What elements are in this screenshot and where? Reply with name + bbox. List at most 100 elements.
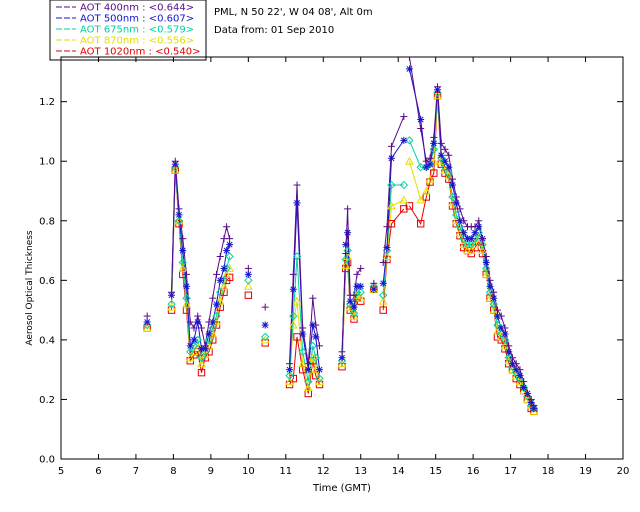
data-point-aot-500nm	[422, 163, 430, 171]
data-point-aot-400nm	[445, 151, 453, 159]
data-point-aot-400nm	[493, 306, 501, 314]
data-point-aot-870nm	[349, 311, 359, 320]
data-point-aot-870nm	[170, 165, 180, 174]
data-point-aot-870nm	[341, 260, 351, 269]
data-point-aot-500nm	[445, 163, 453, 171]
data-point-aot-400nm	[479, 235, 486, 243]
data-point-aot-400nm	[194, 312, 202, 320]
series-markers	[142, 57, 539, 416]
data-point-aot-400nm	[312, 321, 320, 329]
series-line-1	[382, 140, 405, 284]
data-point-aot-870nm	[433, 91, 442, 100]
data-point-aot-870nm	[185, 353, 195, 362]
data-point-aot-400nm	[434, 83, 442, 91]
data-point-aot-870nm	[466, 246, 476, 255]
data-point-aot-400nm	[437, 139, 445, 147]
x-tick-label: 10	[242, 466, 255, 477]
data-point-aot-870nm	[519, 385, 529, 395]
data-point-aot-870nm	[298, 359, 307, 368]
data-point-aot-400nm	[186, 318, 194, 326]
data-point-aot-400nm	[190, 324, 198, 332]
data-point-aot-400nm	[523, 389, 531, 397]
data-point-aot-870nm	[193, 341, 203, 350]
data-point-aot-1020nm	[430, 169, 438, 177]
data-point-aot-675nm	[478, 240, 487, 249]
data-point-aot-400nm	[508, 354, 516, 362]
data-point-aot-500nm	[441, 157, 449, 165]
data-point-aot-870nm	[215, 296, 225, 305]
x-tick-label: 16	[467, 466, 480, 477]
data-point-aot-1020nm	[405, 202, 414, 210]
data-point-aot-400nm	[490, 288, 498, 296]
data-point-aot-870nm	[425, 174, 435, 183]
series-line-2	[171, 167, 231, 360]
data-point-aot-400nm	[338, 348, 346, 356]
data-point-aot-400nm	[244, 264, 252, 272]
data-point-aot-675nm	[292, 252, 302, 261]
data-point-aot-400nm	[379, 258, 387, 266]
data-point-aot-500nm	[417, 116, 425, 124]
data-point-aot-870nm	[219, 281, 229, 290]
data-point-aot-400nm	[353, 270, 361, 278]
series-line-2	[382, 184, 404, 296]
data-point-aot-500nm	[370, 285, 378, 293]
data-point-aot-400nm	[426, 154, 434, 162]
data-point-aot-500nm	[456, 217, 464, 225]
data-point-aot-500nm	[299, 330, 307, 338]
data-point-aot-400nm	[501, 324, 509, 332]
data-point-aot-870nm	[459, 240, 469, 249]
data-point-aot-675nm	[197, 353, 206, 362]
data-point-aot-400nm	[486, 276, 494, 284]
data-point-aot-400nm	[289, 270, 297, 278]
data-point-aot-400nm	[370, 279, 378, 287]
data-point-aot-500nm	[486, 282, 494, 290]
data-point-aot-870nm	[337, 359, 347, 368]
x-tick-label: 14	[392, 466, 405, 477]
data-point-aot-400nm	[505, 342, 513, 350]
data-point-aot-870nm	[288, 320, 298, 329]
data-point-aot-675nm	[489, 299, 498, 309]
data-point-aot-675nm	[452, 210, 461, 220]
data-point-aot-870nm	[243, 281, 253, 290]
data-point-aot-675nm	[315, 374, 324, 383]
data-point-aot-870nm	[292, 296, 302, 305]
data-point-aot-870nm	[478, 246, 487, 255]
data-point-aot-500nm	[304, 366, 312, 374]
data-point-aot-870nm	[303, 382, 313, 392]
data-point-aot-500nm	[383, 244, 391, 252]
y-axis-label: Aerosol Optical Thickness	[25, 230, 35, 346]
legend: AOT 400nm : <0.644>AOT 500nm : <0.607>AO…	[56, 3, 200, 58]
data-point-aot-870nm	[285, 377, 294, 386]
data-point-aot-400nm	[171, 157, 179, 165]
data-point-aot-400nm	[286, 360, 294, 368]
data-point-aot-870nm	[444, 171, 454, 180]
data-point-aot-500nm	[293, 199, 301, 207]
y-axis: 0.0 0.2 0.4 0.6 0.8 1.0 1.2	[39, 97, 623, 466]
data-point-aot-400nm	[441, 145, 449, 153]
data-point-aot-500nm	[508, 360, 516, 368]
data-point-aot-500nm	[179, 247, 187, 255]
data-point-aot-500nm	[430, 139, 438, 147]
data-point-aot-500nm	[516, 372, 524, 380]
data-point-aot-675nm	[429, 145, 439, 154]
data-point-aot-675nm	[182, 293, 191, 303]
y-tick-label: 0.2	[39, 395, 55, 406]
data-point-aot-400nm	[530, 401, 538, 409]
data-point-aot-675nm	[186, 347, 195, 357]
data-point-aot-500nm	[183, 282, 191, 290]
x-tick-label: 9	[208, 466, 214, 477]
data-point-aot-500nm	[346, 297, 354, 305]
data-point-aot-500nm	[426, 160, 434, 168]
data-point-aot-400nm	[223, 223, 231, 231]
data-point-aot-675nm	[174, 216, 184, 225]
data-point-aot-675nm	[405, 136, 414, 145]
x-axis-label: Time (GMT)	[312, 483, 371, 494]
data-point-aot-500nm	[471, 229, 479, 237]
data-point-aot-500nm	[520, 384, 528, 392]
data-point-aot-675nm	[204, 335, 214, 345]
data-point-aot-400nm	[261, 303, 269, 311]
data-point-aot-675nm	[463, 240, 472, 249]
data-point-aot-870nm	[378, 296, 388, 305]
data-point-aot-870nm	[308, 353, 318, 362]
data-point-aot-500nm	[460, 229, 468, 237]
